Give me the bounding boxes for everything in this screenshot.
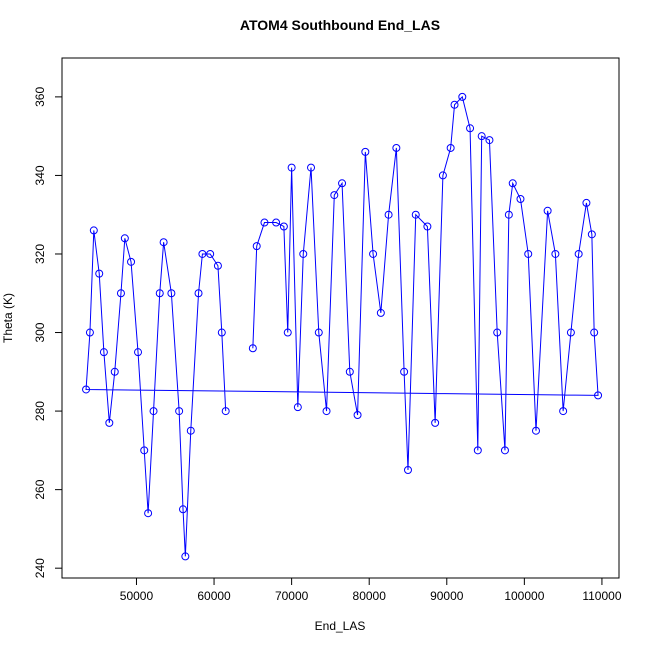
data-point (516, 194, 525, 203)
data-point (175, 407, 184, 416)
data-point (423, 222, 432, 231)
data-point (524, 249, 533, 258)
y-tick-label: 300 (33, 322, 47, 342)
data-point (105, 418, 114, 427)
data-point (116, 289, 125, 298)
data-point (361, 147, 370, 156)
x-tick-label: 70000 (275, 589, 309, 603)
plot-frame (61, 57, 620, 579)
data-point (314, 328, 323, 337)
data-point (293, 403, 302, 412)
data-point (551, 249, 560, 258)
x-tick-label: 50000 (120, 589, 154, 603)
data-point (167, 289, 176, 298)
data-point (159, 238, 168, 247)
data-point (403, 465, 412, 474)
data-point (376, 308, 385, 317)
data-point (543, 206, 552, 215)
y-tick-label: 340 (33, 165, 47, 185)
data-point (186, 426, 195, 435)
data-point (252, 242, 261, 251)
data-point (260, 218, 269, 227)
x-tick-label: 100000 (504, 589, 544, 603)
data-point (307, 163, 316, 172)
data-point (89, 226, 98, 235)
data-point (566, 328, 575, 337)
data-point (594, 391, 603, 400)
data-point (217, 328, 226, 337)
data-point (85, 328, 94, 337)
data-point (338, 179, 347, 188)
y-tick-label: 240 (33, 558, 47, 578)
data-point (272, 218, 281, 227)
data-point (95, 269, 104, 278)
data-point (299, 249, 308, 258)
y-tick-label: 360 (33, 87, 47, 107)
x-tick-label: 80000 (353, 589, 387, 603)
data-point (485, 136, 494, 145)
y-tick-label: 280 (33, 401, 47, 421)
data-point (384, 210, 393, 219)
data-point (181, 552, 190, 561)
data-point (120, 234, 129, 243)
data-point (248, 344, 257, 353)
data-point (431, 418, 440, 427)
chart-title: ATOM4 Southbound End_LAS (240, 17, 440, 33)
data-point (508, 179, 517, 188)
data-point (559, 407, 568, 416)
data-point (446, 143, 455, 152)
data-point (206, 249, 215, 258)
data-point (574, 249, 583, 258)
data-point (466, 124, 475, 133)
x-tick-label: 90000 (430, 589, 464, 603)
data-point (213, 261, 222, 270)
data-point (353, 411, 362, 420)
data-point (587, 230, 596, 239)
data-point (144, 509, 153, 518)
data-point (279, 222, 288, 231)
y-axis-label: Theta (K) (1, 293, 15, 343)
data-point (400, 367, 409, 376)
data-point (504, 210, 513, 219)
data-point (99, 348, 108, 357)
data-point (477, 132, 486, 141)
data-point (149, 407, 158, 416)
x-axis-label: End_LAS (315, 619, 366, 633)
data-point (110, 367, 119, 376)
data-point (127, 257, 136, 266)
data-point (369, 249, 378, 258)
data-point (345, 367, 354, 376)
data-point (438, 171, 447, 180)
data-point (140, 446, 149, 455)
data-point (531, 426, 540, 435)
data-point (590, 328, 599, 337)
data-point (582, 198, 591, 207)
data-point (493, 328, 502, 337)
data-point (392, 143, 401, 152)
x-tick-label: 110000 (582, 589, 621, 603)
data-point (287, 163, 296, 172)
data-point (283, 328, 292, 337)
data-point (134, 348, 143, 357)
data-point (411, 210, 420, 219)
y-tick-label: 320 (33, 244, 47, 264)
data-point (330, 191, 339, 200)
data-point (322, 407, 331, 416)
data-point (458, 92, 467, 101)
data-point (473, 446, 482, 455)
y-tick-label: 260 (33, 479, 47, 499)
x-tick-label: 60000 (197, 589, 231, 603)
data-point (221, 407, 230, 416)
data-point (155, 289, 164, 298)
data-point (82, 385, 91, 394)
data-point (179, 505, 188, 514)
data-point (194, 289, 203, 298)
data-point (500, 446, 509, 455)
data-point (450, 100, 459, 109)
data-line (85, 95, 599, 557)
data-point (198, 249, 207, 258)
